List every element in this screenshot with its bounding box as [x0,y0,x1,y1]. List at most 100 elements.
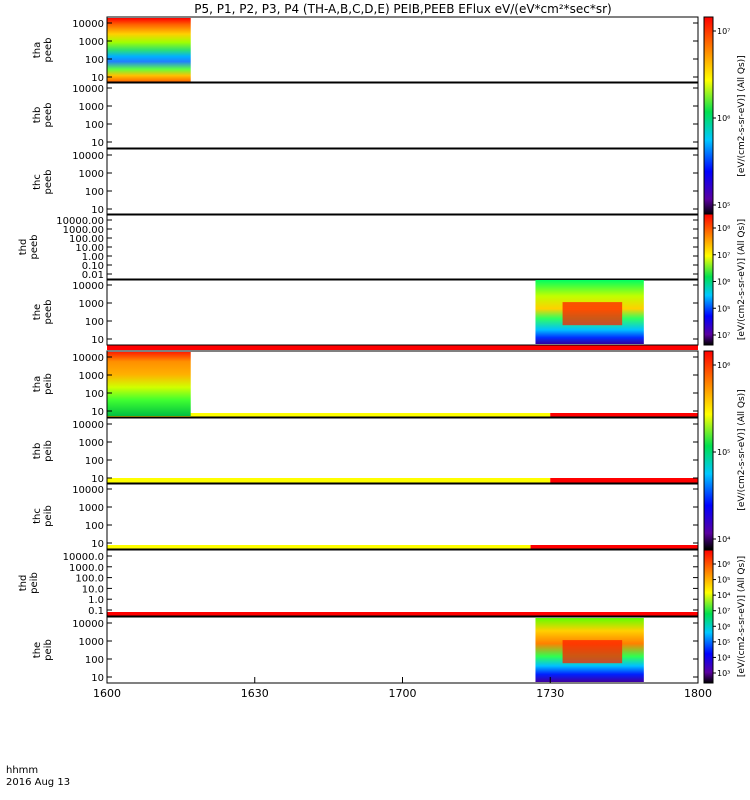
status-bar-3-segment-1 [530,545,698,550]
y-tick-label: 100 [85,655,104,666]
y-tick-label: 10000 [72,353,104,364]
y-tick-label: 1000 [79,37,104,48]
colorbar-2: 10⁶ 10⁵ 10⁴ [eV/(cm2-s-sr-eV)] (All Qs)] [703,350,747,550]
panel-ylabel-the-peib: thepeib [32,639,54,661]
panel-frame [106,213,699,281]
probe-name: thc [32,508,43,524]
y-tick-label: 10000 [72,19,104,30]
colorbar-label: [eV/(cm2-s-sr-eV)] (All Qs)] [737,389,747,510]
status-bar-0-segment-0 [107,345,698,350]
panel-tha-peib: 10000 1000 100 10 thapeib [32,350,699,418]
panel-ylabel-thd-peib: thdpeib [18,572,40,594]
x-tick-label: 1630 [241,687,269,700]
x-tick-label: 1600 [93,687,121,700]
y-tick-label: 100.00 [69,234,104,245]
panel-frame [106,148,699,216]
spectrogram-core-the-peib [562,640,623,664]
probe-name: tha [32,42,43,58]
status-bar-1-segment-0 [107,413,551,418]
y-tick-label: 1.00 [82,252,104,263]
panel-thb-peib: 10000 1000 100 10 thbpeib [32,417,699,485]
panel-thb-peeb: 10000 1000 100 10 thbpeeb [32,81,699,149]
y-tick-label: 10000.0 [63,552,104,563]
colorbar-ramp [703,549,714,684]
y-tick-label: 10.00 [75,243,104,254]
y-tick-label: 10.0 [82,584,104,595]
y-tick-label: 10000 [72,420,104,431]
panel-frame [106,350,699,418]
panel-frame [106,417,699,485]
y-tick-label: 0.10 [82,261,104,272]
panel-tha-peeb: 10000 1000 100 10 thapeeb [32,16,699,84]
panel-thc-peeb: 10000 1000 100 10 thcpeeb [32,148,699,216]
x-axis: 1600 1630 1700 1730 1800 [93,677,712,700]
panel-ylabel-tha-peib: thapeib [32,373,54,395]
y-tick-label: 10000.00 [56,216,104,227]
product-name: peeb [43,170,54,195]
y-tick-label: 10 [91,138,104,149]
colorbar-ramp [703,213,714,346]
hhmm-label: hhmm [6,765,38,776]
y-tick-label: 100 [85,55,104,66]
probe-name: tha [32,376,43,392]
panel-frame [106,81,699,149]
y-tick-label: 100 [85,317,104,328]
y-tick-label: 10 [91,407,104,418]
colorbar-tick-label: 10⁵ [717,304,730,313]
probe-name: thd [18,239,29,256]
y-tick-label: 0.01 [82,270,104,281]
y-tick-label: 100 [85,389,104,400]
colorbar-tick-label: 10⁷ [717,331,730,340]
y-tick-label: 10000 [72,281,104,292]
colorbar-tick-label: 10⁵ [717,201,730,210]
y-tick-label: 10000 [72,84,104,95]
colorbar-tick-label: 10⁵ [717,448,730,457]
status-bar-2-segment-0 [107,478,551,483]
panel-ylabel-thb-peeb: thbpeeb [32,103,54,128]
panel-ylabel-tha-peeb: thapeeb [32,38,54,63]
colorbar-tick-label: 10⁶ [717,278,730,287]
product-name: peib [29,572,40,594]
colorbar-tick-label: 10⁶ [717,622,730,631]
status-bars [107,345,698,617]
colorbar-tick-label: 10⁵ [717,638,730,647]
y-tick-label: 100.0 [75,574,104,585]
status-bar-4-segment-0 [107,612,698,617]
y-tick-label: 10000 [72,485,104,496]
y-tick-label: 1000 [79,299,104,310]
probe-name: thb [32,443,43,460]
y-tick-label: 1000.0 [69,563,104,574]
y-tick-label: 1.0 [88,595,104,606]
probe-name: the [32,642,43,658]
y-tick-label: 10 [91,539,104,550]
x-tick-label: 1730 [536,687,564,700]
colorbar-0: 10⁷ 10⁶ 10⁵ [eV/(cm2-s-sr-eV)] (All Qs)] [703,16,747,216]
y-tick-label: 1000 [79,102,104,113]
y-tick-label: 10000 [72,619,104,630]
y-tick-label: 1000.00 [63,225,104,236]
colorbar-tick-label: 10⁷ [717,27,730,36]
colorbar-tick-label: 10⁶ [717,114,730,123]
probe-name: thc [32,174,43,190]
panel-frame [106,549,699,617]
y-tick-label: 1000 [79,503,104,514]
panel-ylabel-thd-peeb: thdpeeb [18,235,40,260]
colorbar-tick-label: 10⁴ [717,653,730,662]
y-tick-label: 1000 [79,371,104,382]
colorbar-label: [eV/(cm2-s-sr-eV)] (All Qs)] [737,219,747,340]
y-tick-label: 0.1 [88,606,104,617]
colorbar-3: 10⁶ 10⁵ 10⁴ 10⁷ 10⁶ 10⁵ 10⁴ 10³ [eV/(cm2-s-sr-eV… [703,549,747,684]
y-tick-label: 10 [91,673,104,684]
colorbar-ramp [703,16,714,216]
status-bar-2-segment-1 [550,478,698,483]
date-label: 2016 Aug 13 [6,777,70,788]
product-name: peeb [29,235,40,260]
colorbar-ramp [703,350,714,550]
colorbar-tick-label: 10⁶ [717,560,730,569]
panel-thc-peib: 10000 1000 100 10 thcpeib [32,482,699,550]
y-tick-label: 1000 [79,169,104,180]
product-name: peeb [43,38,54,63]
